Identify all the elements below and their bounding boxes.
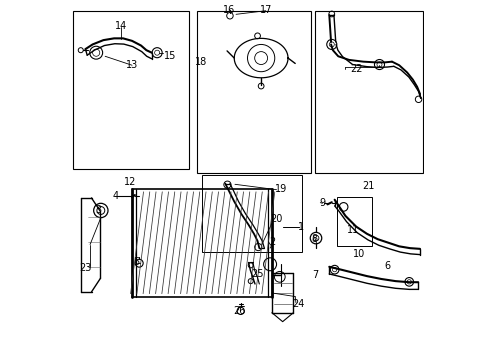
Text: 13: 13 <box>126 60 138 70</box>
Text: 1: 1 <box>297 222 304 231</box>
Text: 6: 6 <box>385 261 391 271</box>
Bar <box>196 12 311 173</box>
Text: 24: 24 <box>292 299 304 309</box>
Text: 12: 12 <box>124 177 136 187</box>
Text: 26: 26 <box>233 306 246 316</box>
Text: 2: 2 <box>269 237 275 247</box>
Text: 3: 3 <box>96 206 102 216</box>
Text: 25: 25 <box>251 269 264 279</box>
Text: 21: 21 <box>363 181 375 191</box>
Text: 5: 5 <box>134 257 140 267</box>
Bar <box>73 12 190 169</box>
Text: 16: 16 <box>223 5 235 15</box>
Text: 15: 15 <box>164 51 176 61</box>
Text: 7: 7 <box>312 270 318 280</box>
Text: 4: 4 <box>112 191 118 201</box>
Text: 17: 17 <box>260 5 272 15</box>
Bar <box>315 12 422 173</box>
Text: 10: 10 <box>353 248 365 258</box>
Text: 8: 8 <box>312 234 318 244</box>
Text: 19: 19 <box>275 184 287 194</box>
Text: 14: 14 <box>115 21 127 31</box>
Bar <box>202 175 302 252</box>
Text: 20: 20 <box>270 215 282 224</box>
Text: 23: 23 <box>79 263 92 273</box>
Text: 22: 22 <box>350 64 363 74</box>
Text: 11: 11 <box>346 225 359 235</box>
Bar <box>337 197 372 246</box>
Text: 18: 18 <box>195 57 207 67</box>
Text: 9: 9 <box>319 198 325 208</box>
